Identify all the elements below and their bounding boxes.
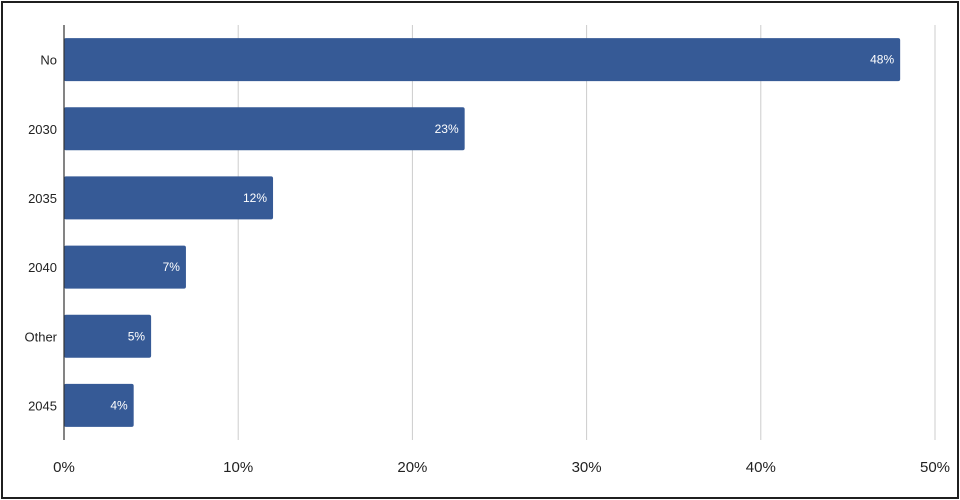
bar: [64, 245, 186, 289]
category-label: 2045: [28, 398, 57, 413]
x-tick-label: 30%: [572, 459, 602, 476]
grid-lines: [237, 25, 936, 440]
category-label: 2030: [28, 122, 57, 137]
x-tick-label: 40%: [746, 459, 776, 476]
category-label: Other: [24, 329, 57, 344]
x-tick-labels: 0% 10% 20% 30% 40% 50%: [53, 459, 950, 476]
bars: [64, 38, 901, 427]
category-label: 2035: [28, 191, 57, 206]
bar: [64, 38, 901, 82]
x-tick-label: 50%: [920, 459, 950, 476]
category-label: 2040: [28, 260, 57, 275]
x-tick-label: 10%: [223, 459, 253, 476]
bar-value-labels: 48% 23% 12% 7% 5% 4%: [110, 53, 894, 413]
x-tick-label: 0%: [53, 459, 75, 476]
bar: [64, 383, 134, 427]
bar: [64, 176, 274, 220]
category-labels: No 2030 2035 2040 Other 2045: [24, 53, 57, 414]
bar-value-label: 7%: [163, 260, 181, 274]
bar-value-label: 4%: [110, 398, 128, 412]
bar-value-label: 23%: [435, 122, 459, 136]
bar-value-label: 48%: [870, 53, 894, 67]
bar-value-label: 12%: [243, 191, 267, 205]
bar: [64, 107, 465, 151]
x-tick-label: 20%: [397, 459, 427, 476]
bar-value-label: 5%: [128, 329, 146, 343]
category-label: No: [40, 53, 57, 68]
bar: [64, 314, 152, 358]
